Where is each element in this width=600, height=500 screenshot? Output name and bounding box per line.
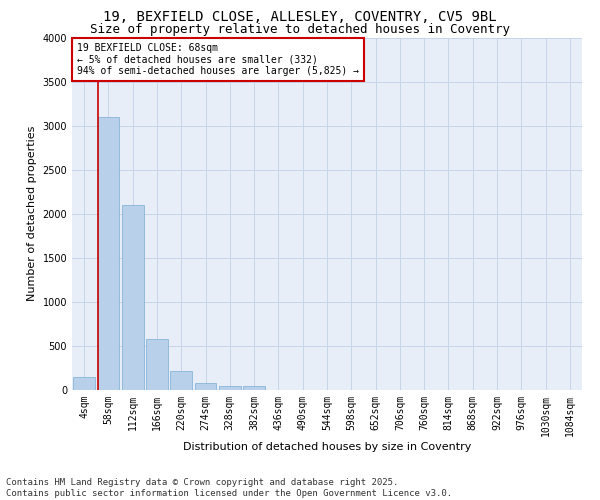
Bar — [97, 117, 119, 390]
Text: 19 BEXFIELD CLOSE: 68sqm
← 5% of detached houses are smaller (332)
94% of semi-d: 19 BEXFIELD CLOSE: 68sqm ← 5% of detache… — [77, 43, 359, 76]
Bar — [219, 386, 241, 390]
Bar — [122, 205, 143, 390]
Text: 19, BEXFIELD CLOSE, ALLESLEY, COVENTRY, CV5 9BL: 19, BEXFIELD CLOSE, ALLESLEY, COVENTRY, … — [103, 10, 497, 24]
Bar — [194, 383, 217, 390]
Bar — [73, 377, 95, 390]
Bar — [243, 386, 265, 390]
Y-axis label: Number of detached properties: Number of detached properties — [27, 126, 37, 302]
Bar — [170, 370, 192, 390]
Bar — [146, 339, 168, 390]
Text: Size of property relative to detached houses in Coventry: Size of property relative to detached ho… — [90, 22, 510, 36]
X-axis label: Distribution of detached houses by size in Coventry: Distribution of detached houses by size … — [183, 442, 471, 452]
Text: Contains HM Land Registry data © Crown copyright and database right 2025.
Contai: Contains HM Land Registry data © Crown c… — [6, 478, 452, 498]
